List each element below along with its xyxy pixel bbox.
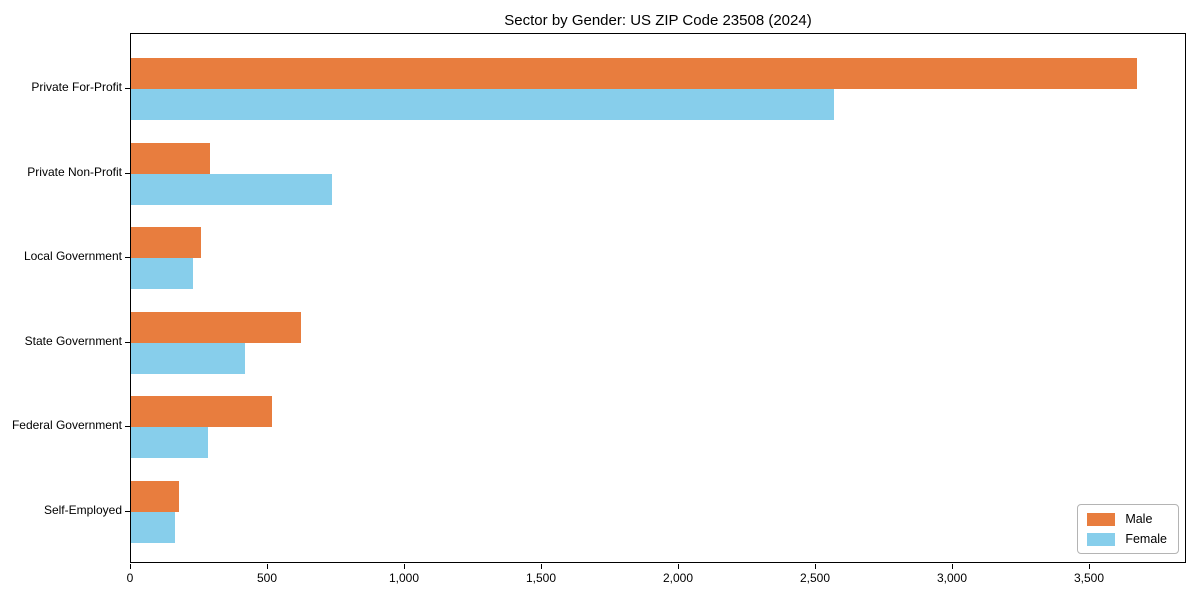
- y-axis-category-label: Private For-Profit: [31, 80, 122, 94]
- bar-male-1: [131, 58, 1137, 89]
- bar-female-2: [131, 173, 332, 205]
- y-axis-category-label: Federal Government: [11, 418, 122, 433]
- legend-item-male: Male: [1087, 512, 1167, 526]
- legend-swatch-male-icon: [1087, 512, 1116, 526]
- y-axis-tick-mark: [125, 341, 130, 343]
- x-axis-tick-mark: [815, 564, 816, 569]
- x-axis-tick-mark: [130, 564, 131, 569]
- bar-female-1: [131, 89, 834, 120]
- x-axis-tick-mark: [404, 564, 405, 569]
- x-axis-tick-label: 1,500: [525, 571, 557, 585]
- y-axis-category-label: Local Government: [23, 249, 122, 264]
- y-axis-category-label: Self-Employed: [43, 503, 122, 517]
- bar-female-6: [131, 512, 175, 543]
- bar-female-3: [131, 258, 193, 290]
- y-axis-category-label: State Government: [24, 333, 122, 348]
- x-axis-tick-mark: [541, 564, 542, 569]
- x-axis-tick-label: 0: [126, 571, 134, 585]
- y-axis-tick-mark: [125, 172, 130, 174]
- x-axis-tick-label: 1,000: [388, 571, 420, 585]
- x-axis-tick-mark: [1089, 564, 1090, 569]
- x-axis-tick-mark: [678, 564, 679, 569]
- x-axis-tick-label: 2,500: [799, 571, 831, 585]
- bar-male-2: [131, 142, 210, 174]
- x-axis-tick-mark: [267, 564, 268, 569]
- bar-female-4: [131, 342, 245, 374]
- bar-male-5: [131, 396, 272, 428]
- x-axis-tick-label: 2,000: [662, 571, 694, 585]
- bar-male-6: [131, 481, 179, 512]
- y-axis-tick-mark: [125, 257, 130, 259]
- y-axis-tick-mark: [125, 88, 130, 89]
- legend-label-male: Male: [1125, 512, 1153, 526]
- y-axis-category-label: Private Non-Profit: [27, 164, 122, 179]
- plot-area: Male Female: [130, 33, 1186, 563]
- x-axis-tick-label: 500: [256, 571, 278, 585]
- chart-title: Sector by Gender: US ZIP Code 23508 (202…: [504, 12, 812, 29]
- legend-swatch-female-icon: [1087, 532, 1116, 546]
- legend-label-female: Female: [1125, 532, 1167, 546]
- y-axis-tick-mark: [125, 426, 130, 428]
- bar-male-4: [131, 311, 301, 343]
- legend-item-female: Female: [1087, 532, 1167, 546]
- bar-male-3: [131, 227, 201, 259]
- x-axis-tick-mark: [952, 564, 953, 569]
- bar-female-5: [131, 427, 208, 459]
- x-axis-tick-label: 3,000: [936, 571, 968, 585]
- legend: Male Female: [1077, 504, 1179, 554]
- x-axis-tick-label: 3,500: [1073, 571, 1105, 585]
- y-axis-tick-mark: [125, 511, 130, 512]
